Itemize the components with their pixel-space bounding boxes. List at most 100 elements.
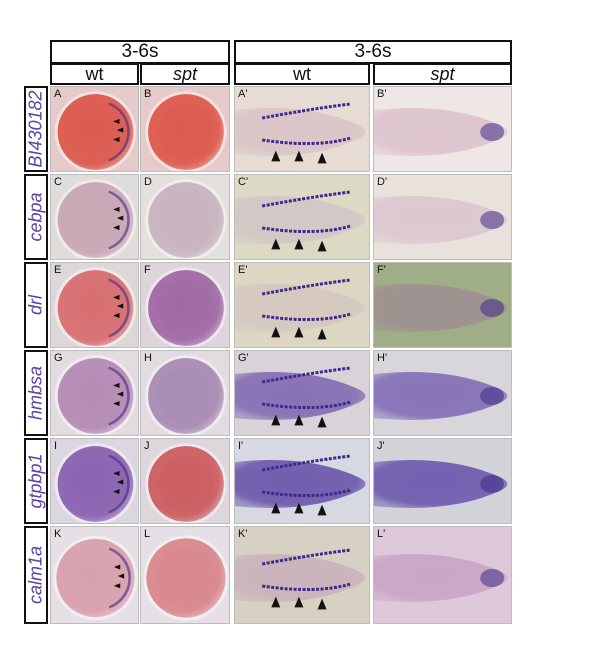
image-panel-i: I <box>50 438 139 524</box>
arrowhead-icon <box>116 127 124 133</box>
specimen-image <box>145 443 227 523</box>
column-header-wt-lateral: wt <box>50 63 139 85</box>
panel-label: H <box>144 352 152 364</box>
expression-stripe-lower <box>261 312 352 322</box>
arrowhead-icon <box>271 150 281 162</box>
arrowhead-icon <box>113 401 120 407</box>
image-panel-g-prime: G' <box>234 350 370 436</box>
panel-label: G' <box>238 352 249 364</box>
panel-label: F <box>144 264 151 276</box>
expression-stripe-upper <box>261 278 351 296</box>
yolk <box>157 455 215 513</box>
panel-label: E' <box>238 264 248 276</box>
expression-stripe-lower <box>261 400 352 410</box>
image-panel-j-prime: J' <box>373 438 512 524</box>
specimen-image <box>54 443 137 523</box>
specimen-image <box>235 278 366 340</box>
gene-label-drl: drl <box>24 262 48 348</box>
expression-stripe <box>108 278 130 338</box>
embryo <box>235 196 366 244</box>
specimen-image <box>235 102 366 164</box>
specimen-image <box>54 267 137 347</box>
specimen-image <box>235 548 366 610</box>
specimen-image <box>145 355 227 435</box>
image-panel-e-prime: E' <box>234 262 370 348</box>
panel-label: E <box>54 264 62 276</box>
specimen-image <box>374 460 508 508</box>
expression-stripe-lower <box>261 582 352 592</box>
embryo <box>235 554 366 602</box>
arrowhead-icon <box>317 152 327 164</box>
specimen-image <box>53 535 138 621</box>
embryo <box>148 94 224 170</box>
arrowhead-icon <box>294 414 304 426</box>
arrowhead-icon <box>113 382 120 388</box>
image-panel-k: K <box>50 526 139 624</box>
panel-label: L <box>144 528 151 540</box>
arrowhead-icon <box>317 504 327 516</box>
embryo <box>146 538 226 618</box>
gene-name: hmbsa <box>25 365 46 421</box>
panel-label: C' <box>238 176 249 188</box>
panel-label: C <box>54 176 62 188</box>
specimen-image <box>143 535 229 621</box>
gene-name: calm1a <box>25 545 46 605</box>
gene-label-calm1a: calm1a <box>24 526 48 624</box>
yolk <box>157 279 215 337</box>
panel-label: L' <box>377 528 386 540</box>
panel-label: D' <box>377 176 388 188</box>
image-panel-c: C <box>50 174 139 260</box>
image-panel-f: F <box>140 262 230 348</box>
specimen-image <box>54 355 137 435</box>
arrowhead-icon <box>271 326 281 338</box>
arrowhead-icon <box>116 479 124 485</box>
expression-stripe <box>108 366 130 426</box>
embryo <box>374 108 508 156</box>
expression-stripe <box>108 102 130 162</box>
expression-stripe-upper <box>261 548 351 566</box>
image-panel-e: E <box>50 262 139 348</box>
arrowhead-icon <box>317 240 327 252</box>
specimen-image <box>54 179 137 259</box>
panel-label: B' <box>377 88 387 100</box>
embryo <box>57 270 134 346</box>
gene-label-gtpbp1: gtpbp1 <box>24 438 48 524</box>
gene-label-cebpa: cebpa <box>24 174 48 260</box>
arrowhead-icon <box>294 326 304 338</box>
gene-name: cebpa <box>25 192 46 242</box>
expression-stripe-upper <box>261 454 351 472</box>
image-panel-i-prime: I' <box>234 438 370 524</box>
embryo <box>57 182 134 258</box>
tailbud-stain <box>480 387 505 405</box>
arrowhead-icon <box>271 596 281 608</box>
tailbud-stain <box>480 299 505 317</box>
panel-label: K <box>54 528 62 540</box>
tailbud-stain <box>480 569 505 587</box>
specimen-image <box>145 91 227 171</box>
arrowhead-icon <box>113 583 121 589</box>
image-panel-l: L <box>140 526 230 624</box>
yolk <box>156 548 216 608</box>
embryo <box>56 538 135 618</box>
arrowhead-icon <box>113 225 120 231</box>
arrowhead-icon <box>271 502 281 514</box>
gene-name: gtpbp1 <box>25 453 46 509</box>
header-right-group: 3-6s <box>234 40 512 64</box>
panel-label: A <box>54 88 62 100</box>
panel-label: H' <box>377 352 388 364</box>
arrowhead-icon <box>113 137 120 143</box>
expression-stripe <box>108 190 130 250</box>
specimen-image <box>374 108 508 156</box>
image-panel-l-prime: L' <box>373 526 512 624</box>
arrowhead-icon <box>294 596 304 608</box>
image-panel-h: H <box>140 350 230 436</box>
specimen-image <box>374 372 508 420</box>
image-panel-a-prime: A' <box>234 86 370 172</box>
arrowhead-icon <box>113 294 120 300</box>
expression-stripe-upper <box>261 366 351 384</box>
header-left-group: 3-6s <box>50 40 230 64</box>
tailbud-stain <box>480 475 505 493</box>
panel-label: I <box>54 440 58 452</box>
expression-stripe-upper <box>261 102 351 120</box>
arrowhead-icon <box>317 328 327 340</box>
